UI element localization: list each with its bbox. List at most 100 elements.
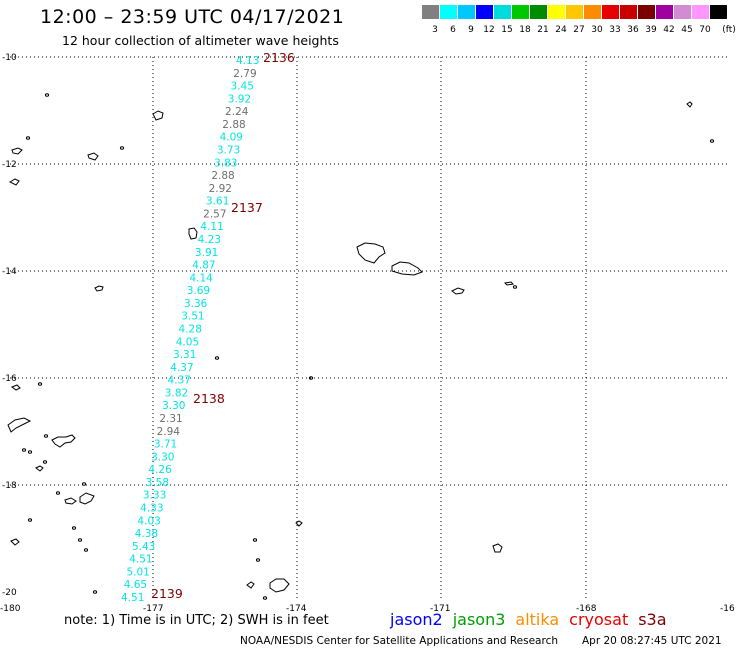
latitude-label: -10 [2, 53, 17, 63]
latitude-label: -16 [2, 374, 17, 384]
island-outlines [7, 93, 715, 600]
page-subtitle: 12 hour collection of altimeter wave hei… [62, 33, 339, 48]
scale-swatch [512, 5, 529, 19]
island-outline [269, 578, 290, 593]
wave-height-label: 3.61 [206, 196, 229, 208]
pass-number-label: 2138 [193, 391, 225, 406]
islet-marker [214, 356, 220, 360]
islet-marker [71, 526, 77, 530]
islet-marker [77, 538, 83, 542]
pass-number-label: 2137 [231, 200, 263, 215]
wave-height-label: 3.71 [154, 439, 177, 451]
wave-height-label: 4.09 [220, 132, 243, 144]
wave-height-label: 3.69 [187, 285, 210, 297]
wave-height-label: 2.57 [203, 208, 226, 220]
wave-height-label: 4.23 [198, 234, 221, 246]
wave-height-label: 4.38 [135, 528, 158, 540]
wave-height-label: 5.01 [126, 566, 149, 578]
scale-label: 6 [450, 25, 456, 35]
longitude-label: -180 [0, 604, 21, 614]
credit-text: NOAA/NESDIS Center for Satellite Applica… [240, 635, 558, 647]
island-outline [7, 417, 32, 433]
wave-height-label: 4.37 [170, 362, 193, 374]
wave-height-label: 3.73 [217, 145, 240, 157]
wave-height-label: 4.33 [140, 503, 163, 515]
island-outline [10, 538, 20, 546]
wave-height-label: 3.91 [195, 247, 218, 259]
wave-height-label: 4.65 [124, 579, 147, 591]
scale-label: 30 [591, 25, 603, 35]
islet-marker [21, 448, 27, 452]
scale-label: 70 [699, 25, 711, 35]
latitude-label: -20 [2, 588, 17, 598]
wave-height-label: 2.24 [225, 106, 249, 118]
scale-swatch [422, 5, 439, 19]
scale-swatch [566, 5, 583, 19]
island-outline [10, 384, 21, 391]
legend-altika: altika [515, 610, 560, 629]
scale-swatch [458, 5, 475, 19]
island-outline [51, 434, 76, 448]
island-outline [94, 285, 104, 292]
units-note: note: 1) Time is in UTC; 2) SWH is in fe… [64, 613, 329, 628]
islet-marker [27, 450, 33, 454]
wave-height-label: 4.87 [192, 260, 215, 272]
island-outline [64, 497, 77, 505]
wave-height-label: 3.45 [231, 81, 254, 93]
islet-marker [92, 590, 98, 594]
scale-swatch [440, 5, 457, 19]
islet-marker [252, 538, 258, 542]
wave-height-label: 2.79 [233, 68, 256, 80]
wave-height-label: 4.51 [121, 592, 144, 604]
scale-swatch [494, 5, 511, 19]
scale-label: 12 [483, 25, 495, 35]
scale-swatch [692, 5, 709, 19]
scale-label: (ft) [722, 25, 736, 35]
wave-height-label: 4.26 [148, 464, 172, 476]
longitude-label: -168 [576, 604, 597, 614]
islet-marker [81, 482, 87, 486]
legend-jason3: jason3 [452, 610, 506, 629]
islet-marker [55, 491, 61, 495]
scale-label: 42 [663, 25, 675, 35]
wave-height-label: 4.28 [179, 324, 202, 336]
island-outline [188, 227, 198, 240]
scale-label: 27 [573, 25, 585, 35]
island-outline [87, 152, 99, 161]
island-outline [686, 101, 693, 108]
legend-jason2: jason2 [390, 610, 443, 629]
page-title: 12:00 – 23:59 UTC 04/17/2021 [40, 6, 345, 28]
scale-swatch [602, 5, 619, 19]
wave-height-label: 5.43 [132, 541, 155, 553]
scale-label: 15 [501, 25, 513, 35]
island-outline [295, 520, 303, 527]
scale-label: 45 [681, 25, 693, 35]
islet-marker [512, 285, 518, 289]
generated-timestamp: Apr 20 08:27:45 UTC 2021 [582, 635, 722, 647]
islet-marker [25, 136, 31, 140]
wave-height-label: 4.37 [168, 375, 191, 387]
island-outline [492, 543, 503, 553]
legend-cryosat: cryosat [569, 610, 629, 629]
scale-label: 9 [468, 25, 474, 35]
island-outline [391, 261, 423, 276]
scale-swatch [548, 5, 565, 19]
wave-height-label: 2.94 [157, 426, 181, 438]
scale-swatch [656, 5, 673, 19]
islet-marker [37, 382, 43, 386]
islet-marker [44, 93, 50, 97]
scale-label: 36 [627, 25, 639, 35]
altimeter-track: 4.132.793.453.922.242.884.093.733.832.88… [121, 50, 295, 604]
wave-height-label: 3.30 [162, 400, 185, 412]
legend-s3a: s3a [638, 610, 667, 629]
islet-marker [42, 460, 48, 464]
islet-marker [119, 146, 125, 150]
scale-swatch [638, 5, 655, 19]
longitude-label: -16 [720, 604, 735, 614]
latitude-label: -18 [2, 481, 17, 491]
wave-height-label: 4.05 [176, 336, 199, 348]
scale-label: 3 [432, 25, 438, 35]
scale-swatch [476, 5, 493, 19]
islet-marker [262, 596, 268, 600]
islet-marker [27, 518, 33, 522]
